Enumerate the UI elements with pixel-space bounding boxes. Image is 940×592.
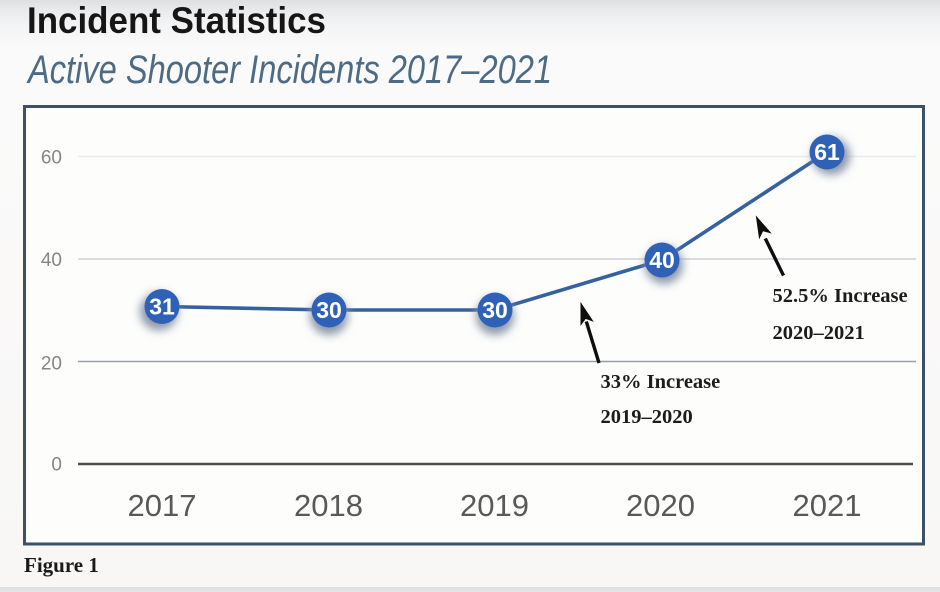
svg-text:2017: 2017 bbox=[128, 488, 197, 523]
svg-text:61: 61 bbox=[814, 139, 840, 165]
svg-text:Active Shooter Incidents 2017–: Active Shooter Incidents 2017–2021 bbox=[26, 48, 552, 92]
svg-text:2019–2020: 2019–2020 bbox=[601, 406, 693, 428]
svg-text:2018: 2018 bbox=[294, 488, 363, 523]
svg-text:2020–2021: 2020–2021 bbox=[773, 322, 865, 344]
svg-text:40: 40 bbox=[41, 250, 62, 271]
svg-text:60: 60 bbox=[41, 148, 62, 169]
svg-text:40: 40 bbox=[649, 247, 675, 273]
svg-text:20: 20 bbox=[41, 354, 62, 375]
svg-text:33% Increase: 33% Increase bbox=[601, 371, 721, 393]
svg-text:Figure 1: Figure 1 bbox=[24, 553, 99, 577]
svg-text:Incident Statistics: Incident Statistics bbox=[27, 0, 326, 41]
svg-text:2020: 2020 bbox=[626, 488, 695, 523]
svg-text:0: 0 bbox=[51, 455, 62, 476]
svg-text:52.5% Increase: 52.5% Increase bbox=[773, 285, 908, 307]
svg-text:2021: 2021 bbox=[793, 488, 862, 523]
svg-text:30: 30 bbox=[316, 297, 342, 323]
svg-text:31: 31 bbox=[149, 294, 175, 320]
svg-text:30: 30 bbox=[482, 297, 508, 323]
svg-text:2019: 2019 bbox=[460, 488, 529, 523]
